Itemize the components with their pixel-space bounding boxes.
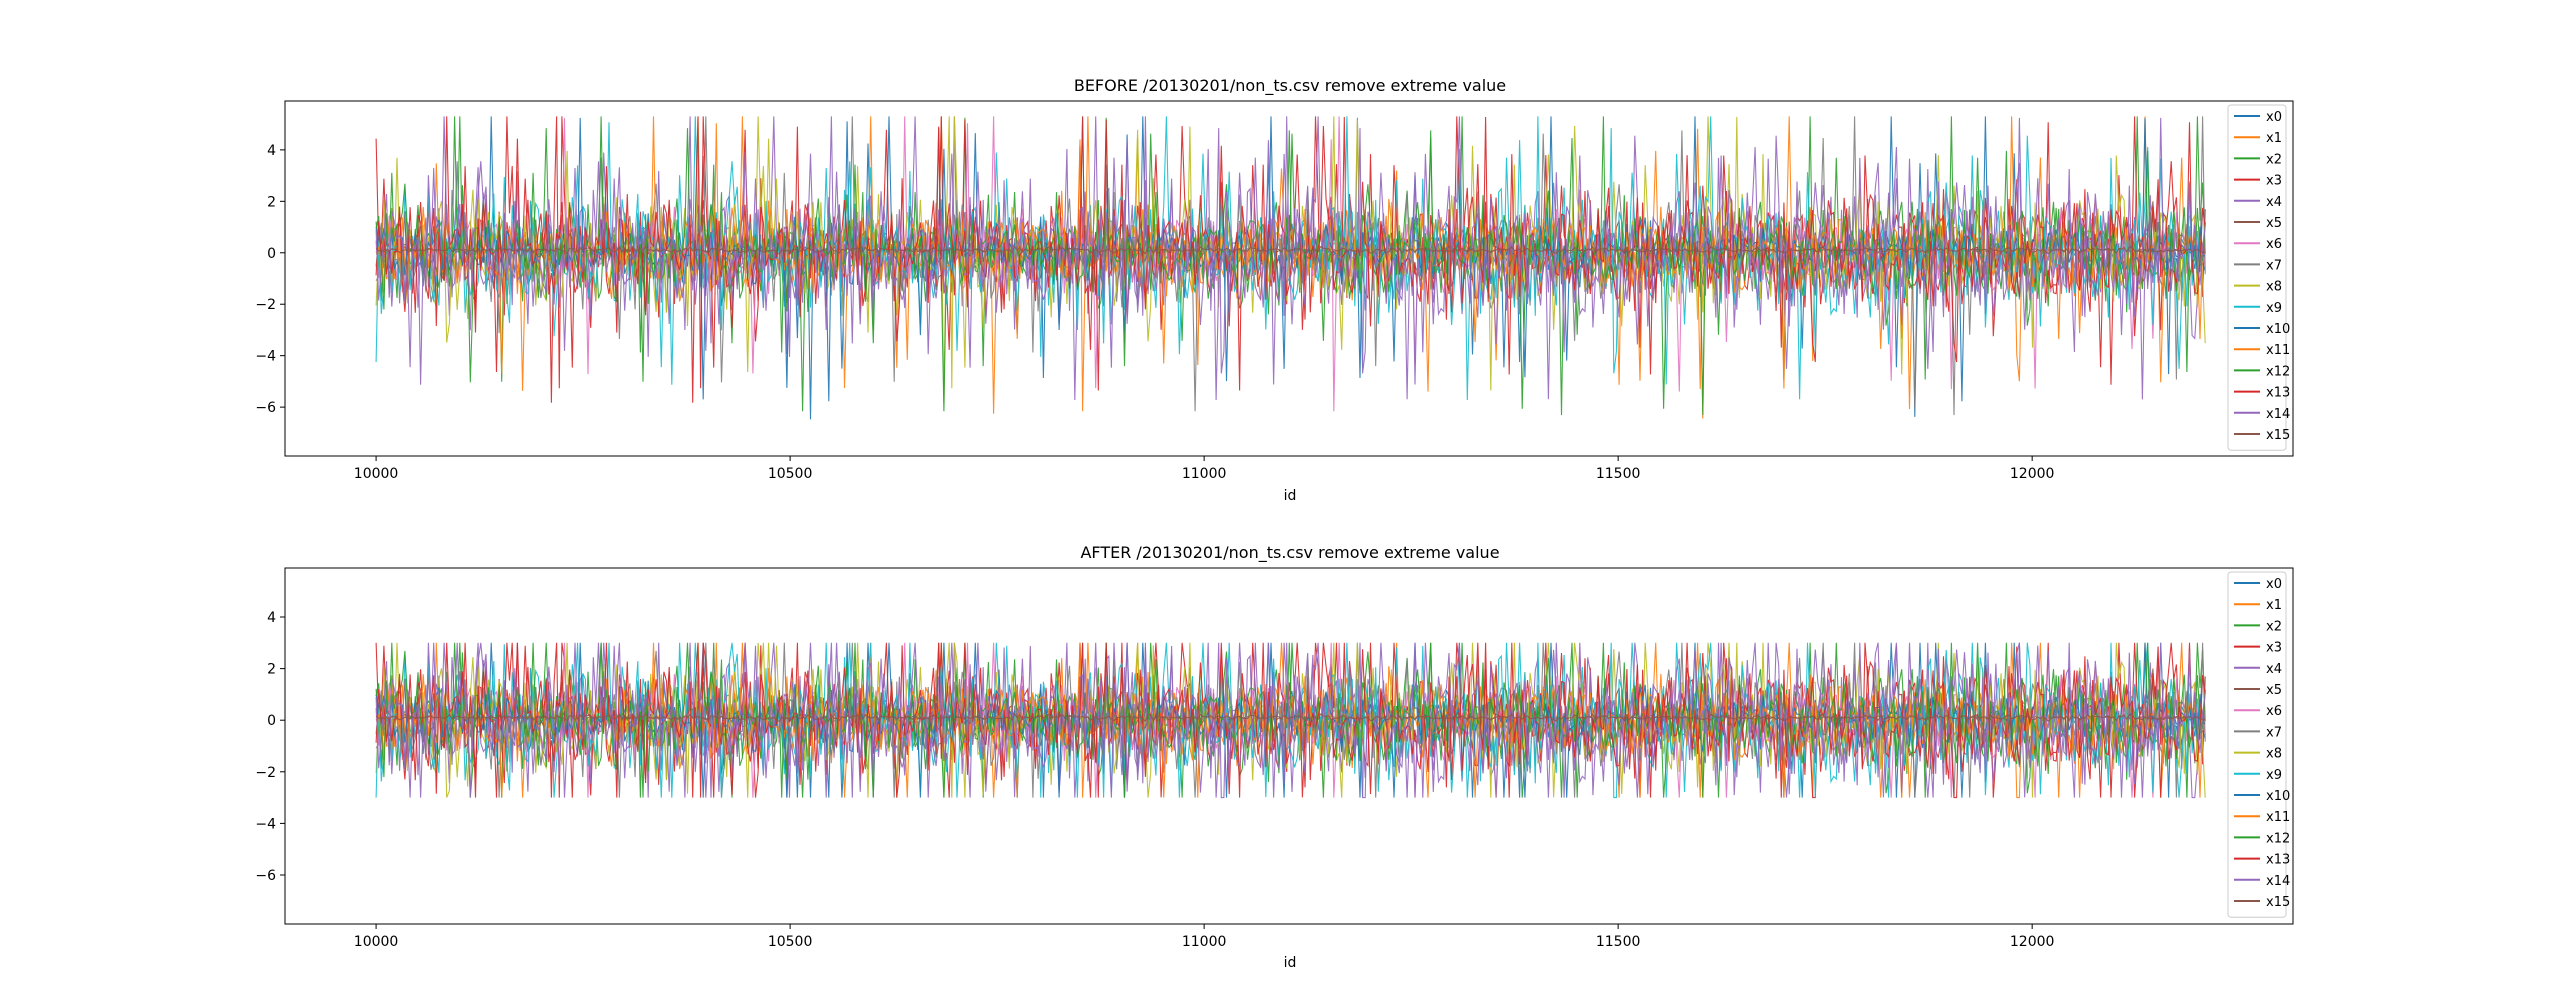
x-tick-label: 11500	[1596, 934, 1641, 950]
series-lines	[375, 116, 2206, 420]
legend-label-x1: x1	[2266, 131, 2282, 146]
legend-label-x10: x10	[2266, 789, 2290, 804]
x-axis-label: id	[1284, 488, 1297, 504]
legend-label-x12: x12	[2266, 831, 2290, 846]
chart-after: AFTER /20130201/non_ts.csv remove extrem…	[255, 543, 2294, 971]
x-tick-label: 10500	[768, 466, 813, 482]
y-tick-label: −6	[255, 400, 276, 416]
legend-label-x11: x11	[2266, 810, 2290, 825]
series-line-x14	[375, 642, 2206, 799]
legend-label-x13: x13	[2266, 853, 2290, 868]
legend-label-x6: x6	[2266, 704, 2282, 719]
series-line-x15	[375, 245, 2206, 256]
y-tick-label: −2	[255, 297, 276, 313]
y-tick-label: 0	[267, 246, 276, 262]
legend-label-x4: x4	[2266, 195, 2282, 210]
legend-label-x14: x14	[2266, 407, 2290, 422]
x-tick-label: 11500	[1596, 466, 1641, 482]
legend-label-x13: x13	[2266, 386, 2290, 401]
legend-label-x6: x6	[2266, 237, 2282, 252]
y-tick-label: −6	[255, 868, 276, 884]
legend-label-x9: x9	[2266, 301, 2282, 316]
x-tick-label: 11000	[1182, 934, 1227, 950]
legend-label-x14: x14	[2266, 874, 2290, 889]
chart-title: BEFORE /20130201/non_ts.csv remove extre…	[1074, 76, 1506, 96]
legend-label-x8: x8	[2266, 280, 2282, 295]
legend-label-x15: x15	[2266, 895, 2290, 910]
x-tick-label: 10000	[354, 934, 399, 950]
x-tick-label: 10000	[354, 466, 399, 482]
legend-label-x3: x3	[2266, 641, 2282, 656]
legend-label-x2: x2	[2266, 619, 2282, 634]
y-axis: −6 −4 −2 0 2 4	[255, 610, 285, 884]
y-tick-label: 2	[267, 194, 276, 210]
legend-label-x8: x8	[2266, 747, 2282, 762]
legend-box	[2227, 104, 2287, 451]
legend-label-x1: x1	[2266, 598, 2282, 613]
series-line-x12	[375, 642, 2206, 798]
x-axis-label: id	[1284, 955, 1297, 971]
y-tick-label: −4	[255, 349, 276, 365]
series-lines	[375, 642, 2206, 799]
legend-label-x3: x3	[2266, 174, 2282, 189]
x-tick-label: 12000	[2010, 934, 2055, 950]
plot-frame	[284, 567, 2294, 925]
series-line-x12	[375, 116, 2206, 416]
series-line-x13	[375, 116, 2206, 403]
x-axis: 10000 10500 11000 11500 12000	[354, 924, 2055, 950]
legend-label-x12: x12	[2266, 364, 2290, 379]
legend-label-x11: x11	[2266, 343, 2290, 358]
legend-label-x15: x15	[2266, 428, 2290, 443]
x-axis: 10000 10500 11000 11500 12000	[354, 456, 2055, 482]
y-tick-label: −2	[255, 765, 276, 781]
series-line-x10	[375, 116, 2206, 402]
x-tick-label: 11000	[1182, 466, 1227, 482]
legend-label-x4: x4	[2266, 662, 2282, 677]
y-tick-label: 4	[267, 610, 276, 626]
series-line-x14	[375, 116, 2206, 401]
y-tick-label: 4	[267, 143, 276, 159]
legend-label-x7: x7	[2266, 258, 2282, 273]
legend-label-x9: x9	[2266, 768, 2282, 783]
series-line-x9	[375, 642, 2206, 799]
chart-title: AFTER /20130201/non_ts.csv remove extrem…	[1080, 543, 1499, 563]
y-tick-label: 0	[267, 713, 276, 729]
y-axis: −6 −4 −2 0 2 4	[255, 143, 285, 416]
y-tick-label: 2	[267, 662, 276, 678]
plot-frame	[284, 100, 2294, 457]
legend-label-x0: x0	[2266, 577, 2282, 592]
legend-label-x5: x5	[2266, 683, 2282, 698]
x-tick-label: 12000	[2010, 466, 2055, 482]
legend-label-x0: x0	[2266, 110, 2282, 125]
series-line-x15	[375, 712, 2206, 723]
legend-label-x7: x7	[2266, 725, 2282, 740]
legend: x0 x1 x2 x3 x4 x5 x6 x7 x8 x9 x10 x11 x12 x13 x14 x15	[2227, 571, 2290, 918]
legend: x0 x1 x2 x3 x4 x5 x6 x7 x8 x9 x10 x11 x12 x13 x14 x15	[2227, 104, 2290, 451]
chart-before: BEFORE /20130201/non_ts.csv remove extre…	[255, 76, 2294, 504]
legend-box	[2227, 571, 2287, 918]
legend-label-x2: x2	[2266, 152, 2282, 167]
legend-label-x10: x10	[2266, 322, 2290, 337]
y-tick-label: −4	[255, 816, 276, 832]
series-line-x13	[375, 642, 2206, 799]
series-line-x9	[375, 116, 2206, 401]
x-tick-label: 10500	[768, 934, 813, 950]
series-line-x10	[375, 642, 2206, 798]
legend-label-x5: x5	[2266, 216, 2282, 231]
